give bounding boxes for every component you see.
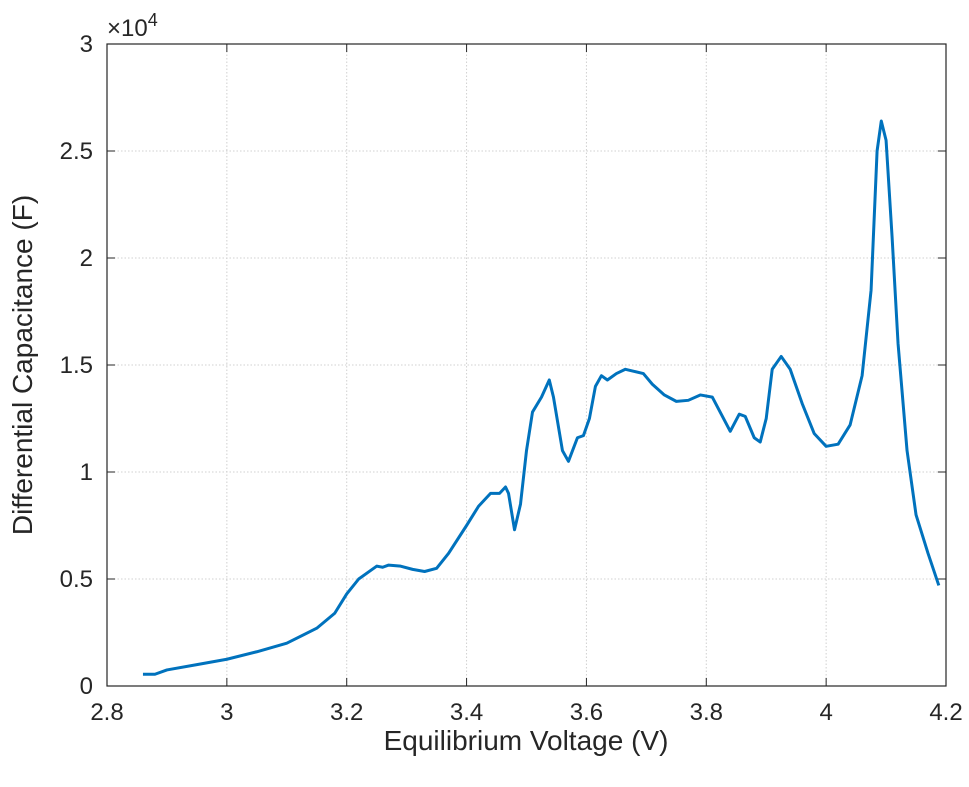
y-tick-label: 1 (80, 459, 93, 486)
plot-frame (106, 43, 947, 687)
multiplier-exponent: 4 (148, 10, 158, 30)
x-tick-label: 4 (819, 699, 832, 726)
data-line (142, 119, 941, 676)
y-tick-label: 0 (80, 673, 93, 700)
y-multiplier: ×104 (107, 10, 158, 42)
y-axis-label: Differential Capacitance (F) (7, 195, 38, 535)
y-tick-label: 1.5 (60, 352, 93, 379)
x-tick-label: 3.4 (450, 699, 483, 726)
x-tick-label: 2.8 (90, 699, 123, 726)
x-tick-label: 4.2 (929, 699, 962, 726)
x-tick-label: 3.8 (690, 699, 723, 726)
x-tick-label: 3 (220, 699, 233, 726)
x-tick-label: 3.6 (570, 699, 603, 726)
y-tick-label: 2.5 (60, 138, 93, 165)
multiplier-base: ×10 (107, 15, 148, 42)
y-tick-label: 2 (80, 245, 93, 272)
y-tick-label: 0.5 (60, 566, 93, 593)
x-tick-label: 3.2 (330, 699, 363, 726)
x-axis-label: Equilibrium Voltage (V) (384, 725, 669, 756)
y-tick-label: 3 (80, 31, 93, 58)
